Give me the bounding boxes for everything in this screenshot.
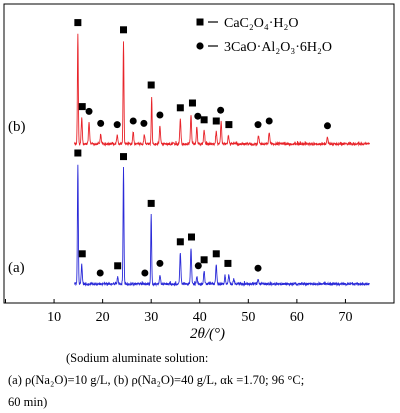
x-tick-label: 50 <box>241 310 255 325</box>
square-marker <box>78 103 86 111</box>
legend: CaC₂O₄·H₂O 3CaO·Al₂O₃·6H₂O <box>196 16 332 55</box>
legend-item-square: CaC₂O₄·H₂O <box>196 16 299 31</box>
square-marker <box>176 104 184 112</box>
xrd-curve <box>74 33 371 147</box>
caption-line-1: (Sodium aluminate solution: <box>66 351 209 365</box>
xrd-chart: 10 20 30 40 50 60 70 (b) (a) CaC₂O₄·H₂O 3CaO·Al… <box>3 3 395 342</box>
circle-marker <box>265 117 273 125</box>
x-tick-label: 70 <box>338 310 352 325</box>
x-tick-label: 10 <box>47 310 61 325</box>
square-marker <box>200 256 208 264</box>
plot-frame <box>3 3 395 304</box>
series-labels: (b) (a) <box>8 119 26 276</box>
square-marker <box>200 116 208 124</box>
legend-circle-marker <box>196 42 204 50</box>
square-marker <box>74 149 82 157</box>
circle-marker <box>97 119 105 127</box>
circle-marker <box>113 121 121 129</box>
circle-marker <box>254 121 262 129</box>
square-marker <box>212 117 220 125</box>
x-tick-label: 60 <box>290 310 304 325</box>
legend-label-cac2o4: CaC₂O₄·H₂O <box>224 16 299 31</box>
square-marker <box>176 238 184 246</box>
x-ticks: 10 20 30 40 50 60 70 <box>5 299 395 325</box>
caption-line-2: (a) ρ(Na₂O)=10 g/L, (b) ρ(Na₂O)=40 g/L, … <box>8 373 305 387</box>
square-marker <box>187 233 195 241</box>
square-marker <box>224 259 232 267</box>
square-marker <box>147 199 155 207</box>
xrd-curves <box>74 33 371 287</box>
circle-marker <box>85 107 93 115</box>
square-marker <box>114 262 122 270</box>
legend-item-circle: 3CaO·Al₂O₃·6H₂O <box>196 40 332 55</box>
series-label: (b) <box>8 119 26 135</box>
circle-marker <box>96 269 104 277</box>
circle-marker <box>194 262 202 270</box>
circle-marker <box>140 119 148 127</box>
square-marker <box>212 250 220 258</box>
square-marker <box>78 250 86 258</box>
xrd-curve <box>74 164 370 287</box>
legend-label-c3ah6: 3CaO·Al₂O₃·6H₂O <box>224 40 332 55</box>
circle-marker <box>323 122 331 130</box>
x-tick-label: 40 <box>193 310 207 325</box>
circle-marker <box>129 117 137 125</box>
circle-marker <box>156 111 164 119</box>
x-axis-label: 2θ/(°) <box>190 326 225 342</box>
square-marker <box>188 99 196 107</box>
legend-square-marker <box>196 18 204 26</box>
x-tick-label: 20 <box>96 310 110 325</box>
square-marker <box>120 153 128 161</box>
square-marker <box>225 121 233 129</box>
circle-marker <box>156 259 164 267</box>
circle-marker <box>254 264 262 272</box>
caption-line-3: 60 min) <box>8 395 48 409</box>
square-marker <box>147 81 155 89</box>
square-marker <box>74 19 82 27</box>
circle-marker <box>217 106 225 114</box>
square-marker <box>120 26 128 34</box>
x-tick-label: 30 <box>144 310 158 325</box>
circle-marker <box>141 269 149 277</box>
peak-markers <box>74 19 331 277</box>
series-label: (a) <box>8 260 25 276</box>
circle-marker <box>194 112 202 120</box>
